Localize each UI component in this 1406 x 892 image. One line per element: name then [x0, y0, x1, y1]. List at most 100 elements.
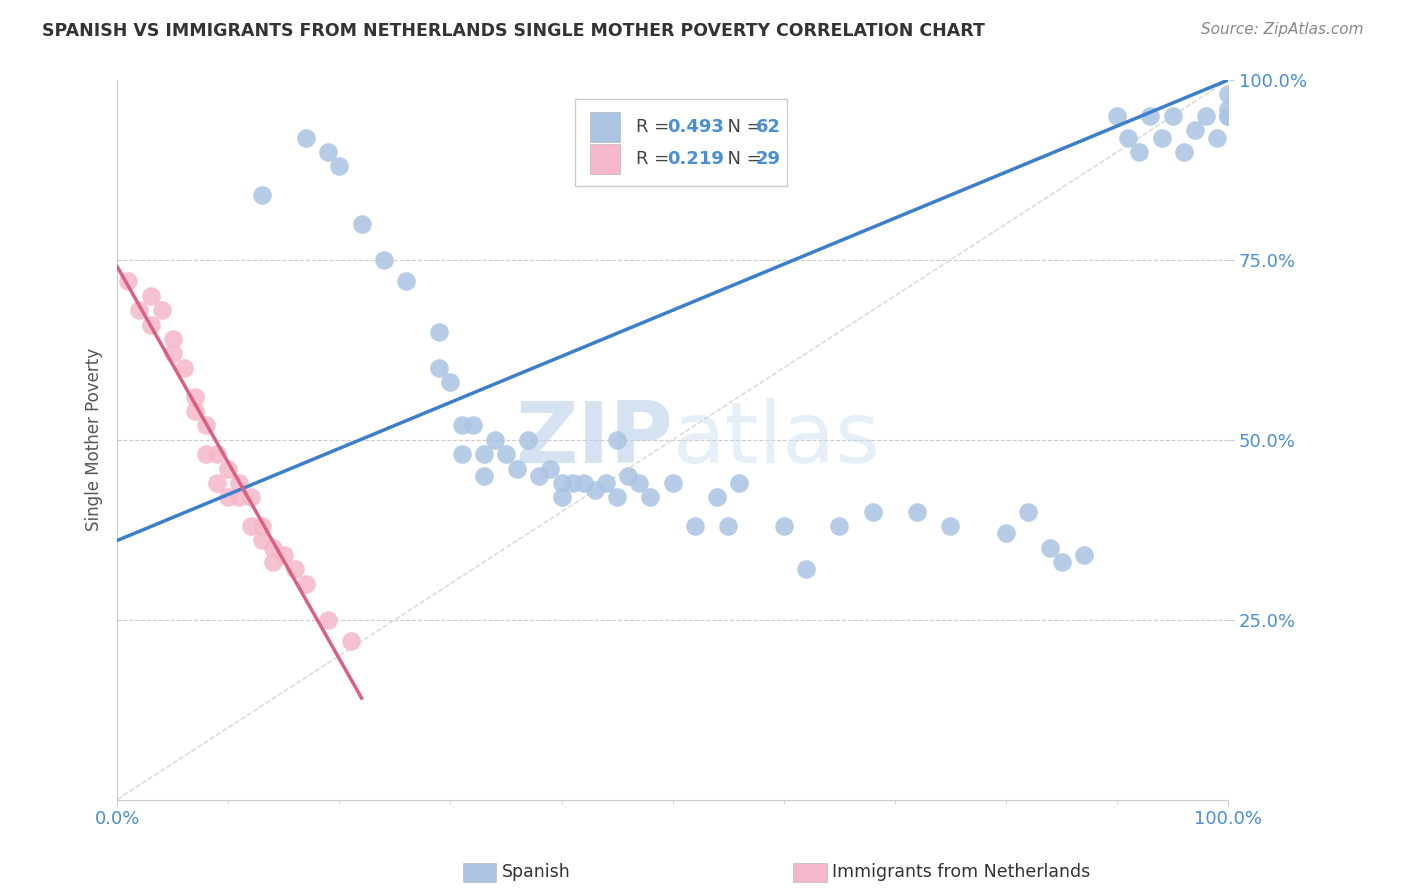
- Point: [284, 562, 307, 576]
- Point: [450, 447, 472, 461]
- Point: [228, 475, 250, 490]
- Point: [905, 505, 928, 519]
- Point: [150, 303, 173, 318]
- Text: ZIP: ZIP: [515, 398, 672, 482]
- Point: [173, 360, 195, 375]
- Point: [128, 303, 150, 318]
- Point: [661, 475, 683, 490]
- Point: [139, 289, 162, 303]
- Point: [550, 491, 572, 505]
- Text: R =: R =: [636, 150, 675, 168]
- Point: [461, 418, 484, 433]
- Point: [184, 390, 207, 404]
- Text: N =: N =: [716, 150, 768, 168]
- Point: [205, 447, 228, 461]
- Point: [1206, 130, 1229, 145]
- Point: [295, 130, 318, 145]
- Point: [1039, 541, 1062, 555]
- Point: [728, 475, 751, 490]
- Point: [862, 505, 884, 519]
- Point: [195, 447, 218, 461]
- FancyBboxPatch shape: [575, 99, 787, 186]
- Point: [350, 217, 373, 231]
- Point: [1116, 130, 1139, 145]
- Point: [561, 475, 583, 490]
- Point: [339, 634, 361, 648]
- Point: [1218, 109, 1240, 123]
- Point: [439, 375, 461, 389]
- Point: [595, 475, 617, 490]
- Point: [1195, 109, 1218, 123]
- Point: [472, 468, 495, 483]
- Point: [273, 548, 295, 562]
- Point: [628, 475, 651, 490]
- Point: [939, 519, 962, 533]
- Point: [1184, 123, 1206, 137]
- Point: [262, 541, 284, 555]
- Point: [450, 418, 472, 433]
- Text: N =: N =: [716, 118, 768, 136]
- Point: [239, 491, 262, 505]
- Point: [1107, 109, 1129, 123]
- Text: 62: 62: [756, 118, 782, 136]
- Point: [995, 526, 1018, 541]
- Point: [328, 159, 350, 173]
- Point: [429, 360, 451, 375]
- Point: [316, 613, 339, 627]
- Point: [1218, 109, 1240, 123]
- Point: [162, 346, 184, 360]
- Point: [162, 332, 184, 346]
- Point: [529, 468, 551, 483]
- Point: [472, 447, 495, 461]
- Point: [1139, 109, 1161, 123]
- Point: [316, 145, 339, 159]
- Point: [1218, 87, 1240, 102]
- Text: SPANISH VS IMMIGRANTS FROM NETHERLANDS SINGLE MOTHER POVERTY CORRELATION CHART: SPANISH VS IMMIGRANTS FROM NETHERLANDS S…: [42, 22, 986, 40]
- Point: [262, 555, 284, 569]
- FancyBboxPatch shape: [591, 112, 620, 142]
- Text: R =: R =: [636, 118, 675, 136]
- Point: [583, 483, 606, 497]
- Point: [517, 433, 540, 447]
- Point: [205, 475, 228, 490]
- Point: [495, 447, 517, 461]
- Text: 29: 29: [756, 150, 782, 168]
- Point: [1128, 145, 1150, 159]
- Text: Immigrants from Netherlands: Immigrants from Netherlands: [832, 863, 1091, 881]
- Point: [606, 433, 628, 447]
- FancyBboxPatch shape: [591, 144, 620, 174]
- Point: [184, 404, 207, 418]
- Point: [1218, 102, 1240, 116]
- Text: 0.219: 0.219: [668, 150, 724, 168]
- Text: Source: ZipAtlas.com: Source: ZipAtlas.com: [1201, 22, 1364, 37]
- Point: [640, 491, 662, 505]
- Point: [617, 468, 640, 483]
- Text: atlas: atlas: [672, 398, 880, 482]
- Point: [683, 519, 706, 533]
- Point: [606, 491, 628, 505]
- Text: 0.493: 0.493: [668, 118, 724, 136]
- Point: [250, 533, 273, 548]
- Point: [717, 519, 740, 533]
- Point: [1161, 109, 1184, 123]
- Point: [373, 252, 395, 267]
- Point: [484, 433, 506, 447]
- Point: [1150, 130, 1173, 145]
- Y-axis label: Single Mother Poverty: Single Mother Poverty: [86, 348, 103, 532]
- Point: [572, 475, 595, 490]
- Point: [395, 275, 418, 289]
- Point: [139, 318, 162, 332]
- Point: [250, 519, 273, 533]
- Point: [250, 188, 273, 202]
- Point: [117, 275, 139, 289]
- Point: [1050, 555, 1073, 569]
- Text: Spanish: Spanish: [502, 863, 571, 881]
- Point: [295, 576, 318, 591]
- Point: [217, 461, 239, 475]
- Point: [828, 519, 851, 533]
- Point: [429, 325, 451, 339]
- Point: [1017, 505, 1039, 519]
- Point: [239, 519, 262, 533]
- Point: [540, 461, 562, 475]
- Point: [706, 491, 728, 505]
